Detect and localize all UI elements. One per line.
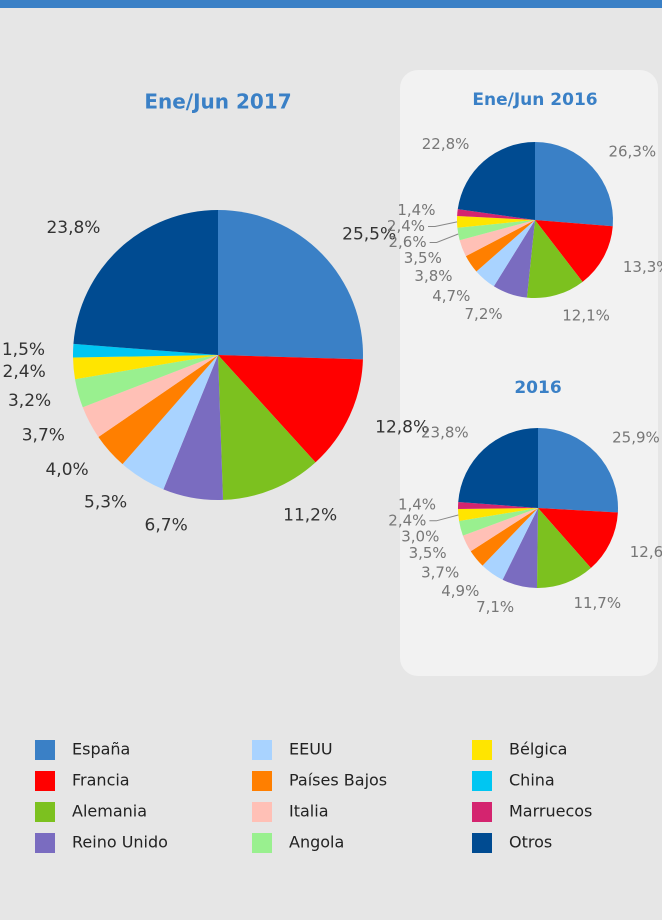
legend-label: Otros — [509, 833, 552, 852]
slice-label: 6,7% — [145, 515, 188, 535]
pie-slice — [502, 508, 538, 588]
slice-label: 23,8% — [46, 218, 100, 238]
legend-swatch — [472, 802, 492, 822]
pie-title: Ene/Jun 2017 — [144, 90, 291, 114]
pie-slice — [457, 220, 535, 241]
slice-label: 25,9% — [612, 428, 660, 446]
pie-slice — [493, 220, 535, 298]
pie-slice — [458, 501, 538, 510]
legend-swatch — [35, 740, 55, 760]
pie-slice — [163, 355, 224, 501]
leader-line — [428, 221, 458, 227]
pie-slice — [73, 210, 218, 355]
pie-slice — [73, 355, 218, 380]
pie-slice — [535, 220, 613, 282]
slice-label: 2,4% — [3, 362, 46, 382]
legend-swatch — [472, 771, 492, 791]
legend-label: Francia — [72, 771, 130, 790]
legend-swatch — [35, 771, 55, 791]
legend-swatch — [472, 740, 492, 760]
pie-slice — [98, 355, 218, 465]
pie-slice — [476, 220, 535, 287]
slice-label: 23,8% — [421, 424, 469, 442]
legend-swatch — [252, 802, 272, 822]
slice-label: 1,4% — [397, 201, 435, 219]
slice-label: 11,2% — [283, 505, 337, 525]
slice-label: 7,2% — [465, 305, 503, 323]
slice-label: 22,8% — [422, 135, 470, 153]
legend-swatch — [252, 771, 272, 791]
pie-slice — [465, 220, 535, 272]
legend-swatch — [35, 802, 55, 822]
slice-label: 25,5% — [342, 225, 396, 245]
pie-slice — [526, 220, 583, 298]
legend-label: Italia — [289, 802, 329, 821]
slice-label: 3,7% — [22, 426, 65, 446]
leader-line — [429, 514, 459, 522]
slice-label: 4,7% — [432, 287, 470, 305]
top-bar — [0, 0, 662, 8]
slice-label: 26,3% — [608, 143, 656, 161]
pie-slice — [536, 508, 591, 589]
pie-slice — [457, 209, 535, 220]
slice-label: 2,4% — [388, 511, 426, 529]
legend-swatch — [252, 833, 272, 853]
legend-label: España — [72, 740, 130, 759]
legend-label: Países Bajos — [289, 771, 387, 790]
legend-label: EEUU — [289, 740, 333, 759]
slice-label: 3,7% — [421, 563, 459, 581]
slice-label: 3,5% — [409, 544, 447, 562]
slice-label: 4,9% — [441, 582, 479, 600]
pie-slice — [75, 355, 218, 408]
pie-slice — [457, 142, 535, 220]
slice-label: 12,6% — [630, 543, 662, 561]
pie-slice — [458, 428, 538, 508]
pie-slice — [72, 343, 218, 358]
legend-label: Alemania — [72, 802, 147, 821]
legend-label: Marruecos — [509, 802, 592, 821]
slice-label: 12,1% — [562, 307, 610, 325]
slice-label: 2,4% — [387, 217, 425, 235]
slice-label: 7,1% — [476, 598, 514, 616]
pie-slice — [456, 215, 535, 228]
legend-label: Bélgica — [509, 740, 567, 759]
slice-label: 3,2% — [8, 391, 51, 411]
slice-label: 11,7% — [573, 594, 621, 612]
pie-slice — [459, 508, 538, 536]
legend-swatch — [472, 833, 492, 853]
pie-slice — [462, 508, 538, 552]
pie-slice — [82, 355, 219, 437]
leader-line — [429, 233, 459, 243]
pie-slice — [459, 220, 535, 257]
pie-slice — [535, 142, 613, 227]
pie-slice — [218, 355, 363, 463]
slice-label: 3,0% — [401, 527, 439, 545]
pie-slice — [458, 508, 538, 522]
slice-label: 12,8% — [375, 417, 429, 437]
legend-swatch — [252, 740, 272, 760]
slice-label: 4,0% — [45, 460, 88, 480]
pie-slice — [538, 508, 618, 569]
slice-label: 3,8% — [414, 267, 452, 285]
slice-label: 3,5% — [404, 249, 442, 267]
legend-label: China — [509, 771, 555, 790]
pie-slice — [218, 210, 363, 360]
pie-slice — [470, 508, 538, 566]
pie-title: 2016 — [514, 378, 561, 398]
slice-label: 1,4% — [398, 495, 436, 513]
pie-slice — [538, 428, 618, 513]
slice-label: 13,3% — [623, 258, 662, 276]
legend-label: Angola — [289, 833, 344, 852]
legend-swatch — [35, 833, 55, 853]
slice-label: 1,5% — [2, 340, 45, 360]
pie-slice — [218, 355, 316, 500]
pie-slice — [122, 355, 218, 490]
slice-label: 5,3% — [84, 492, 127, 512]
legend-label: Reino Unido — [72, 833, 168, 852]
pie-slice — [482, 508, 538, 580]
pie-title: Ene/Jun 2016 — [472, 90, 597, 110]
slice-label: 2,6% — [389, 233, 427, 251]
